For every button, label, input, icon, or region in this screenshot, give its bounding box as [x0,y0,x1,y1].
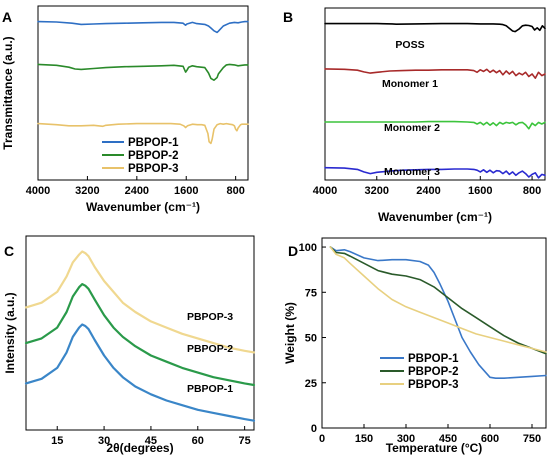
panel-a-label: A [2,9,12,25]
panel-d-ytick-label: 100 [299,242,317,254]
panel-c-label-pbpop-1: PBPOP-1 [187,383,233,395]
legend-label-pbpop-1: PBPOP-1 [408,353,459,365]
panel-b-xtick-label: 800 [523,185,541,197]
panel-c-ticks: 15 30 45 60 75 [51,426,251,447]
panel-d-series-pbpop-3 [329,246,547,353]
panel-d-xtick-label: 750 [523,433,541,445]
panel-d-ytick-label: 75 [305,287,317,299]
legend-label-pbpop-2: PBPOP-2 [408,366,459,378]
panel-c-frame [25,235,255,431]
panel-d-ytick-label: 50 [305,333,317,345]
panel-d-frame [321,237,547,429]
legend-label-pbpop-1: PBPOP-1 [128,137,179,149]
panel-a: A Transmittance (a.u.) Wavenumber (cm⁻¹)… [1,5,249,214]
panel-c-xtick-label: 15 [51,435,63,447]
panel-d-series-pbpop-2 [329,246,547,355]
panel-b-xtick-label: 2400 [416,185,440,197]
panel-b: B Wavenumber (cm⁻¹) 4000 3200 2400 1600 800 … [283,7,546,224]
panel-d-ticks: 0 150 300 450 600 750 0 25 50 75 100 [299,242,542,445]
panel-a-xtick-label: 3200 [75,185,99,197]
panel-b-label-poss: POSS [395,39,424,51]
panel-b-series-monomer-3 [324,166,546,179]
panel-d-xtick-label: 450 [439,433,457,445]
panel-a-series-pbpop-2 [37,63,249,81]
panel-d-xtick-label: 600 [481,433,499,445]
panel-c-label-pbpop-2: PBPOP-2 [187,343,233,355]
panel-d-xtick-label: 0 [319,433,325,445]
panel-d-xtick-label: 150 [355,433,373,445]
panel-b-xtick-label: 4000 [313,185,337,197]
panel-a-xtick-label: 1600 [174,185,198,197]
panel-a-xtick-label: 4000 [26,185,50,197]
panel-a-xlabel: Wavenumber (cm⁻¹) [86,200,200,214]
panel-b-xtick-label: 3200 [365,185,389,197]
panel-d-xlabel: Temperature (°C) [386,441,483,455]
panel-a-series-pbpop-1 [37,20,249,34]
panel-b-series-poss [324,22,546,33]
panel-d-ylabel: Weight (%) [283,302,297,364]
panel-c-series-pbpop-3 [24,250,256,354]
panel-c-xtick-label: 30 [98,435,110,447]
panel-c-xtick-label: 45 [145,435,157,447]
panel-c-label-pbpop-3: PBPOP-3 [187,311,233,323]
panel-d-series [329,246,547,379]
panel-d-label: D [288,243,298,259]
panel-a-series-pbpop-3 [37,122,249,145]
panel-c-xlabel: 2θ(degrees) [106,441,173,455]
legend-label-pbpop-2: PBPOP-2 [128,150,179,162]
panel-c-series-pbpop-2 [24,283,256,387]
panel-b-xlabel: Wavenumber (cm⁻¹) [378,210,492,224]
panel-b-label: B [283,9,293,25]
panel-b-ticks: 4000 3200 2400 1600 800 [313,176,541,197]
panel-b-series-monomer-1 [324,68,546,79]
panel-c: C Intensity (a.u.) 2θ(degrees) 15 30 45 60 7… [3,235,256,455]
panel-d-legend: PBPOP-1 PBPOP-2 PBPOP-3 [380,353,459,391]
panel-d: D Weight (%) Temperature (°C) 0 150 300 450… [283,237,547,455]
panel-d-ytick-label: 25 [305,378,317,390]
panel-c-series-pbpop-1 [24,323,256,422]
panel-c-ylabel: Intensity (a.u.) [3,292,17,373]
panel-a-xtick-label: 2400 [125,185,149,197]
panel-b-series [324,22,546,179]
panel-c-label: C [4,243,14,259]
panel-b-label-monomer-3: Monomer 3 [384,166,440,178]
panel-a-ylabel: Transmittance (a.u.) [1,36,15,149]
panel-d-xtick-label: 300 [397,433,415,445]
panel-b-label-monomer-2: Monomer 2 [384,122,440,134]
panel-c-xtick-label: 75 [239,435,251,447]
panel-d-ytick-label: 0 [311,423,317,435]
panel-a-series [37,20,249,145]
panel-b-xtick-label: 1600 [468,185,492,197]
panel-b-frame [324,7,546,181]
panel-c-series [24,250,256,422]
panel-d-series-pbpop-1 [329,246,547,379]
panel-b-series-monomer-2 [324,120,546,130]
panel-a-ticks: 4000 3200 2400 1600 800 [26,176,245,197]
legend-label-pbpop-3: PBPOP-3 [128,163,179,175]
panel-a-legend: PBPOP-1 PBPOP-2 PBPOP-3 [102,137,179,175]
legend-label-pbpop-3: PBPOP-3 [408,379,459,391]
panel-c-xtick-label: 60 [192,435,204,447]
panel-a-frame [37,5,249,181]
panel-a-xtick-label: 800 [226,185,244,197]
panel-b-label-monomer-1: Monomer 1 [382,78,438,90]
